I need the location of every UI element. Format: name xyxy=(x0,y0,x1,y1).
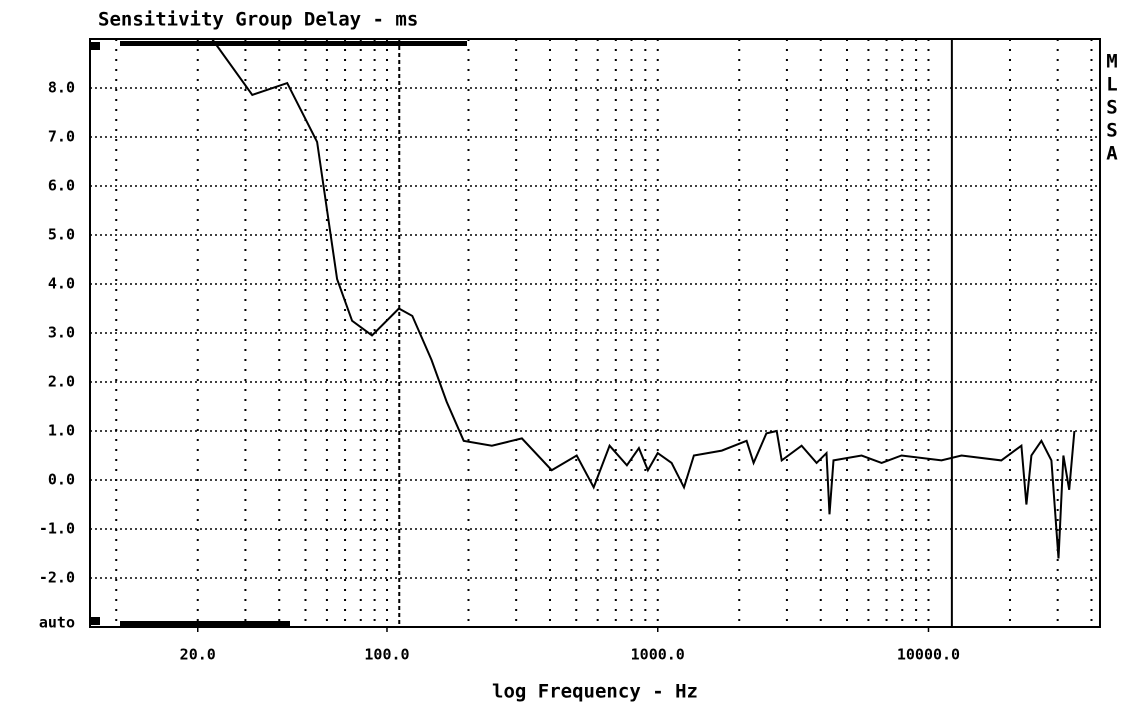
chart-title: Sensitivity Group Delay - ms xyxy=(98,9,418,31)
side-label: M xyxy=(1106,51,1117,73)
side-label: S xyxy=(1106,120,1117,142)
y-tick-label: 2.0 xyxy=(48,373,75,391)
y-bottom-label: auto xyxy=(39,614,75,632)
marker xyxy=(90,42,100,50)
y-tick-label: -1.0 xyxy=(39,520,75,538)
y-tick-label: 3.0 xyxy=(48,324,75,342)
x-tick-label: 20.0 xyxy=(180,646,216,664)
x-tick-label: 10000.0 xyxy=(897,646,960,664)
data-line xyxy=(211,38,1076,559)
scroll-bar xyxy=(120,41,467,46)
x-tick-label: 100.0 xyxy=(364,646,409,664)
x-axis-label: log Frequency - Hz xyxy=(492,681,698,703)
side-label: S xyxy=(1106,97,1117,119)
y-tick-label: 7.0 xyxy=(48,128,75,146)
side-label: L xyxy=(1106,74,1117,96)
y-tick-label: -2.0 xyxy=(39,569,75,587)
side-label: A xyxy=(1106,143,1118,165)
y-tick-label: 0.0 xyxy=(48,471,75,489)
y-tick-label: 6.0 xyxy=(48,177,75,195)
y-tick-label: 5.0 xyxy=(48,226,75,244)
y-tick-label: 1.0 xyxy=(48,422,75,440)
x-tick-label: 1000.0 xyxy=(631,646,685,664)
y-tick-label: 8.0 xyxy=(48,79,75,97)
y-tick-label: 4.0 xyxy=(48,275,75,293)
scroll-bar xyxy=(120,621,290,626)
marker xyxy=(90,617,100,625)
